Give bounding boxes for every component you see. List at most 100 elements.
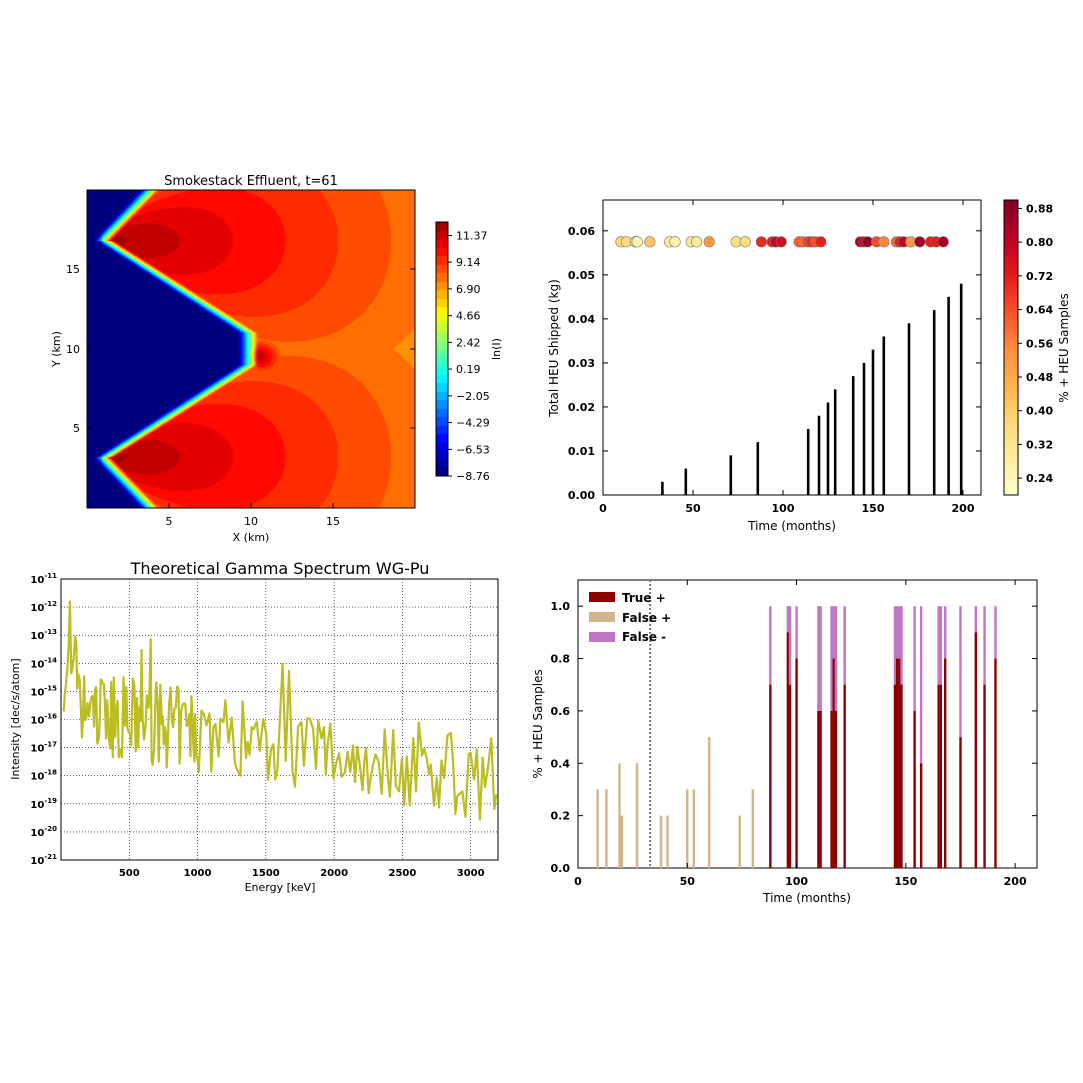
false-negative-bar [898, 606, 901, 659]
heu-ytick-label: 0.02 [568, 401, 595, 414]
true-positive-bar [795, 658, 798, 868]
legend-swatch-false-negative [589, 632, 615, 642]
heu-xtick-label: 150 [862, 502, 885, 515]
heu-colorbar-label: % + HEU Samples [1057, 293, 1071, 403]
heu-sample-marker [914, 236, 926, 248]
legend-label-true-positive: True + [622, 591, 666, 605]
heu-sample-marker [878, 236, 890, 248]
gamma-ytick-label: 10-19 [30, 797, 57, 811]
smokestack-panel: Smokestack Effluent, t=61 5 10 15 5 10 1… [50, 174, 503, 544]
smokestack-xlabel: X (km) [233, 531, 270, 544]
heu-colorbar-tick-label: 0.80 [1026, 236, 1053, 249]
true-positive-bar [893, 684, 897, 868]
gamma-panel: Theoretical Gamma Spectrum WG-Pu 500 1000… [9, 559, 499, 894]
false-negative-bar [983, 606, 986, 685]
heu-shipped-bar [871, 349, 875, 495]
false-negative-bar [959, 606, 962, 738]
gamma-ytick-label: 10-14 [30, 656, 57, 670]
true-positive-bar [832, 658, 835, 868]
heu-shipped-xlabel: Time (months) [747, 519, 836, 533]
samples-ylabel: % + HEU Samples [531, 669, 545, 779]
gamma-xtick-label: 1000 [184, 868, 212, 879]
true-positive-bar [769, 684, 772, 868]
samples-bars [596, 606, 997, 868]
true-positive-bar [830, 710, 833, 868]
heu-shipped-frame [602, 199, 982, 496]
false-positive-bar [738, 815, 741, 868]
legend-swatch-true-positive [589, 592, 615, 602]
samples-yticks: 0.0 0.2 0.4 0.6 0.8 1.0 [551, 600, 1037, 875]
heu-sample-marker [703, 236, 715, 248]
smokestack-colorbar-tick-label: 2.42 [456, 336, 481, 349]
false-negative-bar [939, 606, 943, 685]
heu-sample-marker [775, 236, 787, 248]
smokestack-xticks: 5 10 15 [166, 503, 340, 528]
gamma-ytick-label: 10-21 [30, 853, 57, 867]
heu-colorbar-tick-label: 0.64 [1026, 304, 1053, 317]
heu-shipped-bar [862, 362, 866, 495]
heu-sample-marker [755, 236, 768, 248]
heu-xtick-label: 0 [599, 502, 607, 515]
false-negative-bar [830, 606, 833, 711]
true-positive-bar [817, 710, 820, 868]
true-positive-bar [994, 658, 997, 868]
false-negative-bar [832, 606, 835, 659]
true-positive-bar [843, 684, 846, 868]
heu-colorbar-tick-label: 0.88 [1026, 202, 1053, 215]
legend-label-false-positive: False + [622, 611, 671, 625]
heu-sample-marker [739, 236, 751, 248]
true-positive-bar [919, 763, 923, 868]
heu-shipped-bar [851, 376, 855, 495]
samples-ytick-label: 0.8 [551, 653, 571, 666]
samples-ytick-label: 1.0 [551, 600, 571, 613]
smokestack-ytick-label: 15 [66, 263, 80, 276]
true-positive-bar [913, 710, 916, 868]
heu-ytick-label: 0.05 [568, 269, 595, 282]
false-positive-bar [605, 789, 608, 868]
gamma-ytick-label: 10-17 [30, 741, 57, 755]
heu-shipped-xticks: 0 50 100 150 200 [599, 200, 975, 515]
heu-shipped-bar [817, 415, 821, 495]
false-negative-bar [913, 606, 916, 711]
false-positive-bar [635, 763, 639, 868]
heu-colorbar-tick-label: 0.24 [1026, 472, 1053, 485]
true-positive-bar [900, 684, 903, 868]
heu-shipped-bar [756, 442, 760, 495]
gamma-title: Theoretical Gamma Spectrum WG-Pu [130, 559, 430, 578]
true-positive-bar [895, 658, 899, 868]
smokestack-xtick-label: 15 [326, 515, 340, 528]
heu-xtick-label: 200 [952, 502, 975, 515]
heu-shipped-bar [947, 296, 950, 495]
heu-shipped-bars [661, 283, 963, 495]
true-positive-bar [834, 710, 838, 868]
heu-shipped-ylabel: Total HEU Shipped (kg) [547, 279, 561, 418]
smokestack-heatmap [87, 190, 415, 508]
gamma-xticks: 500 1000 1500 2000 2500 3000 [119, 868, 485, 879]
heu-shipped-bar [882, 336, 886, 495]
true-positive-bar [944, 658, 947, 868]
true-positive-bar [937, 684, 940, 868]
smokestack-colorbar-label: ln(I) [490, 338, 503, 360]
smokestack-colorbar-tick-label: −4.29 [456, 417, 490, 430]
true-positive-bar [898, 658, 901, 868]
true-positive-bar [974, 632, 977, 868]
heu-sample-marker [690, 236, 703, 248]
gamma-xtick-label: 500 [119, 868, 140, 879]
true-positive-bar [786, 632, 790, 868]
samples-ytick-label: 0.0 [551, 862, 571, 875]
heu-sample-marker [644, 236, 656, 248]
gamma-ytick-label: 10-12 [30, 600, 57, 614]
false-positive-bar [596, 789, 599, 868]
true-positive-bar [819, 710, 822, 868]
heu-colorbar-tick-label: 0.48 [1026, 371, 1053, 384]
heu-colorbar-tick-label: 0.32 [1026, 438, 1053, 451]
false-negative-bar [788, 606, 792, 685]
false-positive-bar [659, 815, 663, 868]
heu-colorbar-tick-label: 0.72 [1026, 270, 1053, 283]
heu-ytick-label: 0.01 [568, 445, 595, 458]
heu-sample-marker [669, 236, 681, 248]
false-negative-bar [893, 606, 897, 685]
false-negative-bar [895, 606, 899, 659]
samples-panel: 0 50 100 150 200 0.0 0.2 0.4 0.6 0.8 1.0 True + F… [531, 579, 1038, 905]
